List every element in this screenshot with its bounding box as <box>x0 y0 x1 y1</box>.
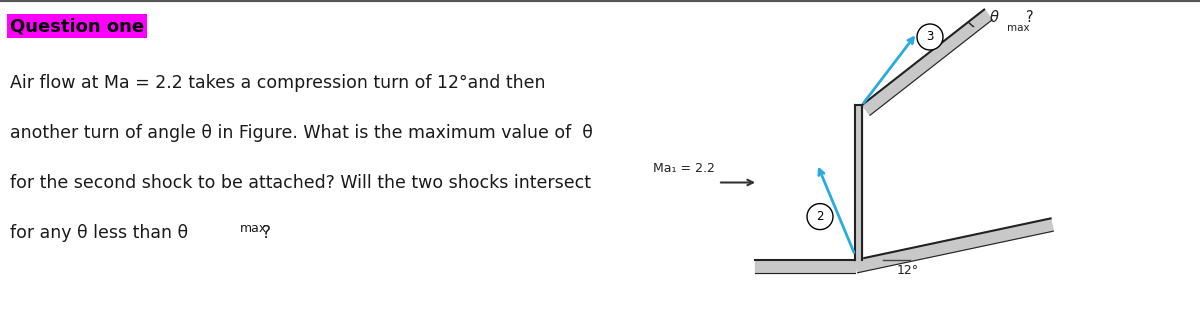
Text: another turn of angle θ in Figure. What is the maximum value of  θ: another turn of angle θ in Figure. What … <box>10 124 593 142</box>
Text: Ma₁ = 2.2: Ma₁ = 2.2 <box>653 162 715 174</box>
Circle shape <box>917 24 943 50</box>
Text: 12°: 12° <box>898 264 919 277</box>
Text: max: max <box>1007 22 1030 32</box>
Polygon shape <box>862 10 992 115</box>
Text: max: max <box>240 222 268 235</box>
Text: for any θ less than θ: for any θ less than θ <box>10 224 188 242</box>
Text: Air flow at Ma = 2.2 takes a compression turn of 12°and then: Air flow at Ma = 2.2 takes a compression… <box>10 74 546 92</box>
Text: θ: θ <box>990 10 1000 25</box>
Text: 3: 3 <box>926 31 934 43</box>
Polygon shape <box>856 105 862 260</box>
Polygon shape <box>856 218 1054 273</box>
Text: for the second shock to be attached? Will the two shocks intersect: for the second shock to be attached? Wil… <box>10 174 592 192</box>
Text: Question one: Question one <box>10 17 144 35</box>
Text: ?: ? <box>262 224 271 242</box>
Polygon shape <box>755 260 856 273</box>
Text: ?: ? <box>1026 10 1033 25</box>
Circle shape <box>808 204 833 230</box>
Text: 2: 2 <box>816 210 823 223</box>
